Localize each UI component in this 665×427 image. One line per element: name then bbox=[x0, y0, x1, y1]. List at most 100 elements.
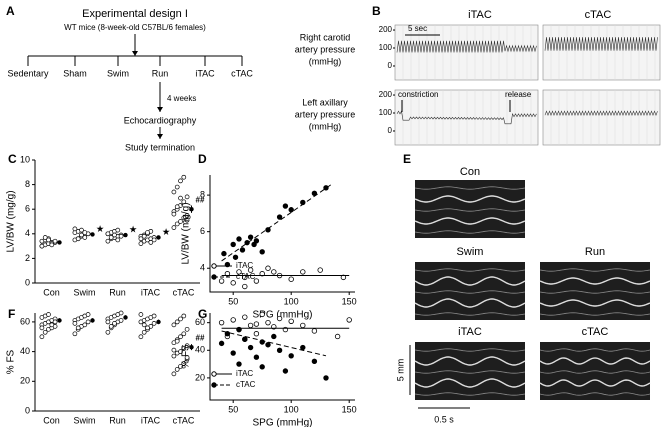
data-point bbox=[178, 195, 183, 201]
legend-label: cTAC bbox=[236, 272, 256, 281]
data-point bbox=[49, 322, 55, 328]
echo-wall bbox=[539, 348, 651, 352]
echo-wall bbox=[414, 392, 526, 396]
data-point bbox=[85, 312, 91, 317]
row-label: Left axillary bbox=[302, 97, 348, 107]
data-point bbox=[174, 184, 180, 190]
trace-tick-label: 100 bbox=[379, 43, 393, 52]
trace-tick-label: 100 bbox=[379, 108, 393, 117]
data-point bbox=[265, 342, 271, 348]
x-tick-label: Run bbox=[109, 415, 126, 425]
data-point bbox=[236, 326, 242, 333]
data-point bbox=[253, 354, 260, 360]
y-tick-label: 60 bbox=[195, 317, 205, 327]
data-point bbox=[39, 243, 45, 249]
axis bbox=[34, 313, 200, 412]
mean-marker bbox=[156, 235, 161, 240]
legend-marker bbox=[211, 382, 217, 388]
scale-label: 5 mm bbox=[395, 359, 405, 382]
x-tick-label: Swim bbox=[74, 287, 96, 297]
data-point bbox=[288, 318, 294, 324]
event-arrow bbox=[401, 100, 511, 112]
echo-wall bbox=[539, 370, 651, 374]
data-point bbox=[244, 239, 250, 246]
data-point bbox=[230, 241, 236, 248]
y-tick-label: 0 bbox=[25, 405, 30, 415]
data-point bbox=[265, 265, 271, 271]
data-point bbox=[141, 329, 147, 335]
data-point bbox=[282, 203, 289, 209]
trace-tick-label: 200 bbox=[379, 25, 393, 34]
data-point bbox=[232, 254, 239, 260]
data-point bbox=[174, 367, 180, 372]
x-tick-label: Con bbox=[43, 415, 60, 425]
echo-wall bbox=[414, 298, 526, 308]
data-point bbox=[171, 225, 177, 230]
data-point bbox=[46, 312, 51, 317]
data-point bbox=[145, 230, 150, 235]
mean-marker bbox=[189, 207, 194, 212]
panel-label: G bbox=[198, 307, 207, 321]
data-point bbox=[224, 261, 231, 268]
trace-tick-label: 200 bbox=[379, 90, 393, 99]
data-point bbox=[118, 233, 124, 239]
echo-wall bbox=[414, 230, 526, 234]
data-point bbox=[171, 211, 177, 217]
data-point bbox=[311, 358, 318, 365]
data-point bbox=[181, 215, 187, 221]
y-tick-label: 60 bbox=[20, 316, 30, 326]
x-tick-label: Con bbox=[43, 287, 60, 297]
data-point bbox=[171, 371, 177, 377]
arrowhead bbox=[132, 51, 163, 139]
data-point bbox=[178, 364, 183, 369]
data-point bbox=[174, 338, 180, 344]
y-axis-label: % FS bbox=[6, 349, 17, 374]
data-point bbox=[79, 227, 84, 233]
data-point bbox=[145, 325, 150, 331]
echo-wall bbox=[414, 186, 526, 190]
echo-wall bbox=[414, 312, 526, 316]
mean-marker bbox=[57, 240, 62, 245]
echo-wall bbox=[539, 392, 651, 396]
diagram-subtitle: WT mice (8-week-old C57BL/6 females) bbox=[64, 23, 206, 32]
data-point bbox=[181, 346, 187, 351]
mean-marker bbox=[123, 232, 128, 238]
data-point bbox=[39, 334, 45, 340]
legend-marker bbox=[211, 263, 217, 269]
mean-marker bbox=[90, 318, 95, 323]
legend-label: cTAC bbox=[236, 380, 256, 389]
mean-marker bbox=[57, 318, 62, 323]
legend-marker bbox=[211, 371, 217, 377]
data-point bbox=[138, 241, 144, 246]
chart: C 0 2 4 6 8 10 LV/BW (mg/g) Con Swim ★ Run ★ iTAC ★ cTA… bbox=[6, 152, 205, 297]
data-point bbox=[184, 326, 190, 332]
group-label: Sedentary bbox=[7, 68, 49, 78]
data-point bbox=[181, 361, 187, 366]
echo-wall bbox=[539, 277, 651, 285]
step-label: Echocardiography bbox=[124, 115, 197, 125]
view-label: cTAC bbox=[582, 326, 609, 338]
data-point bbox=[323, 185, 329, 191]
row-label: Right carotid bbox=[300, 32, 351, 42]
data-point bbox=[230, 317, 236, 323]
data-point bbox=[171, 353, 177, 359]
row-label: (mmHg) bbox=[309, 121, 342, 131]
data-point bbox=[236, 361, 242, 367]
data-point bbox=[259, 249, 265, 255]
x-axis-label: SPG (mmHg) bbox=[253, 310, 313, 321]
data-point bbox=[112, 321, 117, 326]
chart: D 4 6 8 LV/BW (mg/g) 50 100 150 SPG (mmHg) iTAC cT… bbox=[181, 152, 357, 320]
data-point bbox=[300, 344, 306, 351]
row-label: artery pressure bbox=[295, 44, 356, 54]
data-point bbox=[271, 269, 277, 275]
data-point bbox=[288, 207, 294, 213]
data-point bbox=[181, 313, 187, 319]
data-point bbox=[276, 214, 283, 220]
echo-wall bbox=[414, 348, 526, 352]
panel-label: A bbox=[6, 4, 15, 18]
step-label: Study termination bbox=[125, 142, 195, 152]
panel-label: D bbox=[198, 152, 207, 166]
data-point bbox=[171, 347, 177, 353]
data-point bbox=[247, 267, 254, 273]
significance-label: ## bbox=[196, 333, 205, 342]
